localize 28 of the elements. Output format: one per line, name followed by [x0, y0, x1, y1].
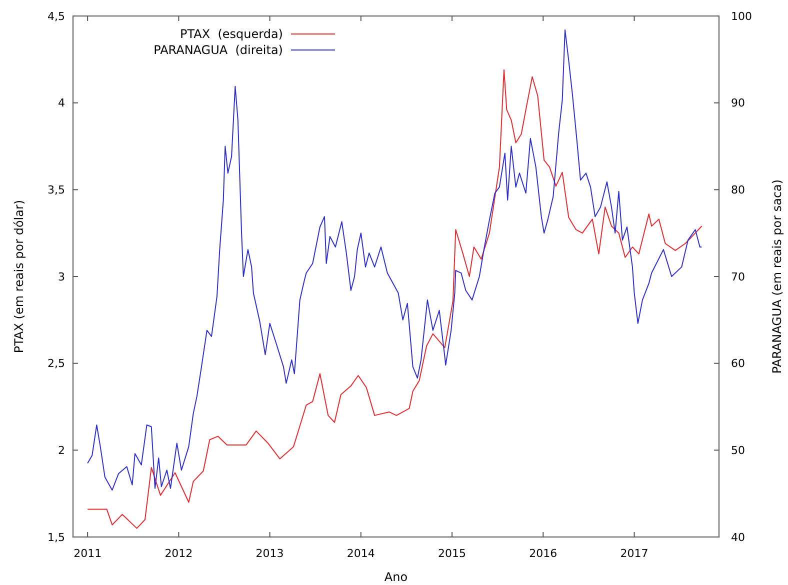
legend-label: PARANAGUA (direita) — [154, 43, 283, 58]
x-tick-label: 2017 — [620, 547, 648, 560]
y-tick-label: 2 — [58, 444, 65, 458]
x-tick-label: 2016 — [529, 547, 558, 560]
x-tick-label: 2014 — [346, 547, 375, 560]
y-tick-label: 4 — [58, 96, 65, 110]
y2-tick-label: 70 — [731, 270, 745, 284]
y2-axis-title: PARANAGUA (em reais por saca) — [770, 179, 784, 374]
y-tick-label: 2,5 — [48, 357, 65, 370]
y2-tick-label: 80 — [731, 184, 745, 197]
y-tick-label: 1,5 — [48, 530, 65, 544]
y-tick-label: 3 — [58, 270, 65, 284]
line-series — [87, 69, 702, 529]
x-tick-label: 2015 — [438, 547, 466, 560]
y2-tick-label: 60 — [731, 357, 745, 370]
line-series — [87, 29, 702, 491]
y2-tick-label: 90 — [731, 96, 745, 110]
y2-tick-label: 100 — [731, 10, 752, 23]
legend-label: PTAX (esquerda) — [180, 27, 283, 42]
x-tick-label: 2012 — [164, 547, 193, 560]
y2-tick-label: 50 — [731, 444, 745, 458]
y-tick-label: 3,5 — [48, 184, 65, 197]
y-axis-title: PTAX (em reais por dólar) — [12, 200, 26, 354]
y-tick-label: 4,5 — [48, 10, 65, 23]
y2-tick-label: 40 — [731, 530, 745, 544]
x-axis-title: Ano — [384, 570, 408, 584]
x-tick-label: 2011 — [74, 547, 102, 560]
x-tick-label: 2013 — [256, 547, 284, 560]
